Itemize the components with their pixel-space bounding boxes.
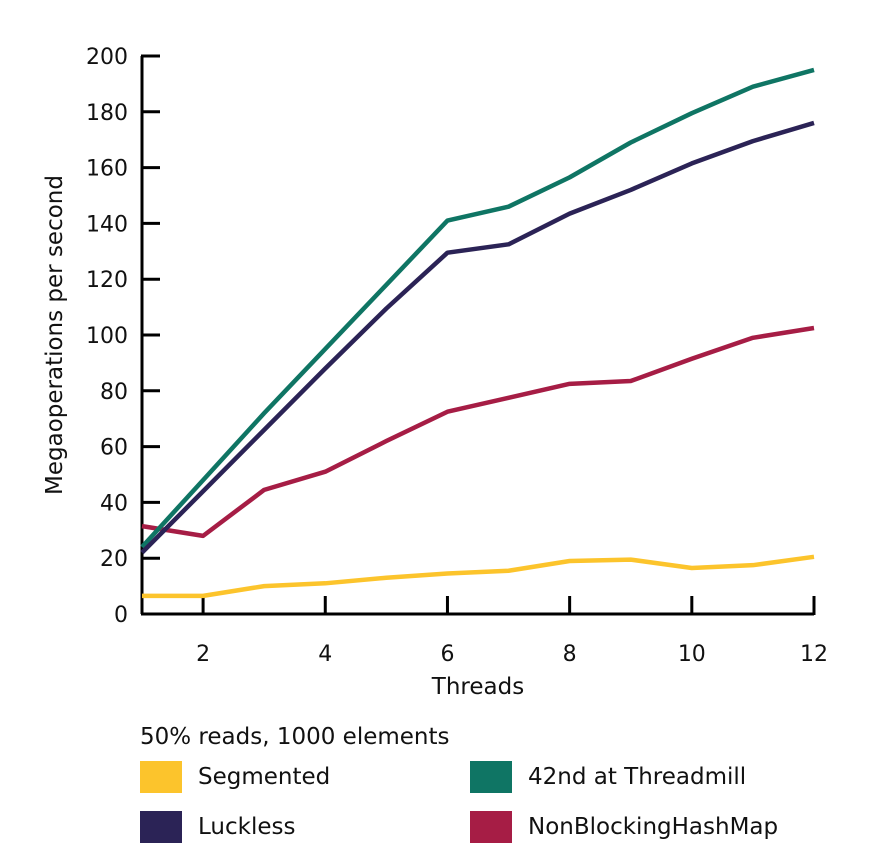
y-axis: 0 20 40 60 80 100 120 140 160 180 200 [86,45,160,628]
y-tick-label: 0 [114,603,128,628]
y-tick-label: 120 [86,268,128,293]
series-line-segmented [142,554,815,599]
legend-swatch-42nd-at-threadmill [470,761,512,793]
legend-swatch-nonblockinghashmap [470,811,512,843]
legend-label-segmented: Segmented [198,764,331,790]
legend-label-nonblockinghashmap: NonBlockingHashMap [528,814,779,840]
legend-item-42nd-at-threadmill: 42nd at Threadmill [470,761,746,793]
x-tick-label: 12 [800,642,828,667]
y-tick-label: 140 [86,212,128,237]
x-axis-label: Threads [431,674,524,700]
y-tick-label: 20 [100,547,128,572]
y-tick-label: 80 [100,380,128,405]
y-tick-label: 180 [86,101,128,126]
series-line-nonblockinghashmap [141,325,815,539]
y-tick-label: 40 [100,491,128,516]
y-axis-label: Megaoperations per second [42,175,68,495]
legend-label-42nd-at-threadmill: 42nd at Threadmill [528,764,747,790]
y-tick-label: 160 [86,157,128,182]
y-tick-label: 100 [86,324,128,349]
x-tick-label: 4 [318,642,332,667]
legend-swatch-luckless [140,811,182,843]
series-lines [140,67,815,599]
y-tick-label: 60 [100,436,128,461]
legend-item-segmented: Segmented [140,761,330,793]
legend-title: 50% reads, 1000 elements [140,724,450,750]
series-line-luckless [140,120,815,555]
x-tick-label: 8 [563,642,577,667]
y-tick-label: 200 [86,45,128,70]
line-chart: 0 20 40 60 80 100 120 140 160 180 200 2 4 6 8 10 12 Thr… [42,45,828,700]
x-tick-label: 6 [440,642,454,667]
legend-item-nonblockinghashmap: NonBlockingHashMap [470,811,778,843]
x-tick-label: 2 [196,642,210,667]
legend-item-luckless: Luckless [140,811,295,843]
series-line-42nd-at-threadmill [140,67,815,549]
x-tick-label: 10 [678,642,706,667]
legend-swatch-segmented [140,761,182,793]
legend-label-luckless: Luckless [198,814,296,840]
x-axis: 2 4 6 8 10 12 [142,596,828,667]
